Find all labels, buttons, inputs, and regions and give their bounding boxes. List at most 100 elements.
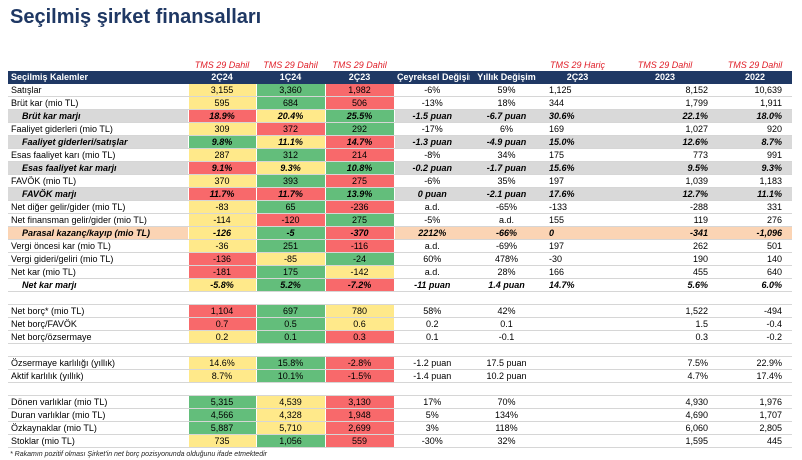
spacer-cell: [543, 343, 612, 357]
heat-cell: 5,887: [187, 421, 257, 435]
column-header: 2023: [612, 71, 718, 84]
value-cell: 1,976: [718, 395, 792, 409]
value-cell: -6%: [394, 174, 470, 188]
value-cell: 18%: [470, 96, 543, 110]
value-cell: 344: [543, 96, 612, 110]
row-label: Parasal kazanç/kayıp (mio TL): [8, 226, 188, 240]
value-cell: 640: [718, 265, 792, 279]
value-cell: -5%: [394, 213, 470, 227]
value-cell: 9.5%: [612, 161, 718, 175]
value-cell: -11 puan: [394, 278, 470, 292]
data-row: Net kar marjı -5.8% 5.2% -7.2% -11 puan 1.4 p…: [8, 278, 792, 292]
data-row: Özsermaye karlılığı (yıllık) 14.6% 15.8% -2…: [8, 356, 792, 370]
value-cell: -0.4: [718, 317, 792, 331]
data-row: Esas faaliyet kar marjı 9.1% 9.3% 10.8% -0.2…: [8, 161, 792, 175]
heat-cell: -114: [187, 213, 257, 227]
value-cell: -1.5 puan: [394, 109, 470, 123]
heat-cell: 372: [255, 122, 326, 136]
heat-cell: -142: [324, 265, 395, 279]
value-cell: 3%: [394, 421, 470, 435]
spacer-cell: [325, 382, 394, 396]
heat-cell: -370: [324, 226, 395, 240]
heat-cell: 20.4%: [255, 109, 326, 123]
heat-cell: 312: [255, 148, 326, 162]
heat-cell: 11.7%: [187, 187, 257, 201]
data-row: Net kar (mio TL) -181 175 -142 a.d. 28% 166 455…: [8, 265, 792, 279]
value-cell: 4.7%: [612, 369, 718, 383]
value-cell: 119: [612, 213, 718, 227]
data-row: Brüt kar (mio TL) 595 684 506 -13% 18% 344 1,79…: [8, 96, 792, 110]
data-row: FAVÖK (mio TL) 370 393 275 -6% 35% 197 1,039 1,1…: [8, 174, 792, 188]
spacer-cell: [718, 291, 792, 305]
value-cell: -8%: [394, 148, 470, 162]
value-cell: 197: [543, 239, 612, 253]
group-label: [470, 60, 543, 71]
value-cell: -0.2: [718, 330, 792, 344]
heat-cell: -24: [324, 252, 395, 266]
value-cell: [543, 317, 612, 331]
value-cell: -17%: [394, 122, 470, 136]
value-cell: a.d.: [394, 265, 470, 279]
heat-cell: -5.8%: [187, 278, 257, 292]
data-row: Vergi gideri/geliri (mio TL) -136 -85 -24 60…: [8, 252, 792, 266]
heat-cell: 0.7: [187, 317, 257, 331]
group-label: TMS 29 Dahil: [727, 60, 783, 70]
heat-cell: -36: [187, 239, 257, 253]
value-cell: -66%: [470, 226, 543, 240]
value-cell: 28%: [470, 265, 543, 279]
value-cell: 17.5 puan: [470, 356, 543, 370]
data-row: Dönen varlıklar (mio TL) 5,315 4,539 3,130 1…: [8, 395, 792, 409]
value-cell: 0 puan: [394, 187, 470, 201]
heat-cell: 4,328: [255, 408, 326, 422]
value-cell: 22.9%: [718, 356, 792, 370]
data-row: Net borç/FAVÖK 0.7 0.5 0.6 0.2 0.1 1.5 -0.4: [8, 317, 792, 331]
value-cell: 175: [543, 148, 612, 162]
heat-cell: -236: [324, 200, 395, 214]
data-row: Duran varlıklar (mio TL) 4,566 4,328 1,948 5…: [8, 408, 792, 422]
column-header: Yıllık Değişim: [470, 71, 543, 84]
heat-cell: 780: [324, 304, 395, 318]
value-cell: -6%: [394, 83, 470, 97]
value-cell: 1,125: [543, 83, 612, 97]
spacer-cell: [256, 291, 325, 305]
value-cell: 70%: [470, 395, 543, 409]
value-cell: 0.3: [612, 330, 718, 344]
value-cell: 140: [718, 252, 792, 266]
group-label-row: TMS 29 Dahil TMS 29 Dahil TMS 29 Dahil TMS …: [8, 60, 792, 71]
value-cell: 262: [612, 239, 718, 253]
value-cell: 30.6%: [543, 109, 612, 123]
heat-cell: 735: [187, 434, 257, 448]
value-cell: [543, 369, 612, 383]
row-label: Net finansman gelir/gider (mio TL): [8, 213, 188, 227]
value-cell: 35%: [470, 174, 543, 188]
spacer-cell: [394, 343, 470, 357]
value-cell: 1,911: [718, 96, 792, 110]
heat-cell: 8.7%: [187, 369, 257, 383]
value-cell: 773: [612, 148, 718, 162]
row-label: Net borç/özsermaye: [8, 330, 188, 344]
header-row: Seçilmiş Kalemler 2Ç24 1Ç24 2Ç23 Çeyreksel D…: [8, 71, 792, 84]
value-cell: [543, 330, 612, 344]
group-label: TMS 29 Dahil: [332, 60, 387, 70]
value-cell: 17.4%: [718, 369, 792, 383]
heat-cell: 25.5%: [324, 109, 395, 123]
value-cell: 1,707: [718, 408, 792, 422]
value-cell: -494: [718, 304, 792, 318]
heat-cell: 13.9%: [324, 187, 395, 201]
heat-cell: -2.8%: [324, 356, 395, 370]
data-row: Vergi öncesi kar (mio TL) -36 251 -116 a.d. -…: [8, 239, 792, 253]
value-cell: a.d.: [394, 239, 470, 253]
spacer-cell: [8, 343, 188, 357]
value-cell: 1,183: [718, 174, 792, 188]
data-row: FAVÖK marjı 11.7% 11.7% 13.9% 0 puan -2.1 pua…: [8, 187, 792, 201]
spacer-cell: [470, 343, 543, 357]
heat-cell: 292: [324, 122, 395, 136]
heat-cell: 595: [187, 96, 257, 110]
spacer-cell: [256, 343, 325, 357]
row-label: Satışlar: [8, 83, 188, 97]
heat-cell: 1,104: [187, 304, 257, 318]
heat-cell: 3,360: [255, 83, 326, 97]
row-label: Dönen varlıklar (mio TL): [8, 395, 188, 409]
value-cell: 5%: [394, 408, 470, 422]
value-cell: 60%: [394, 252, 470, 266]
